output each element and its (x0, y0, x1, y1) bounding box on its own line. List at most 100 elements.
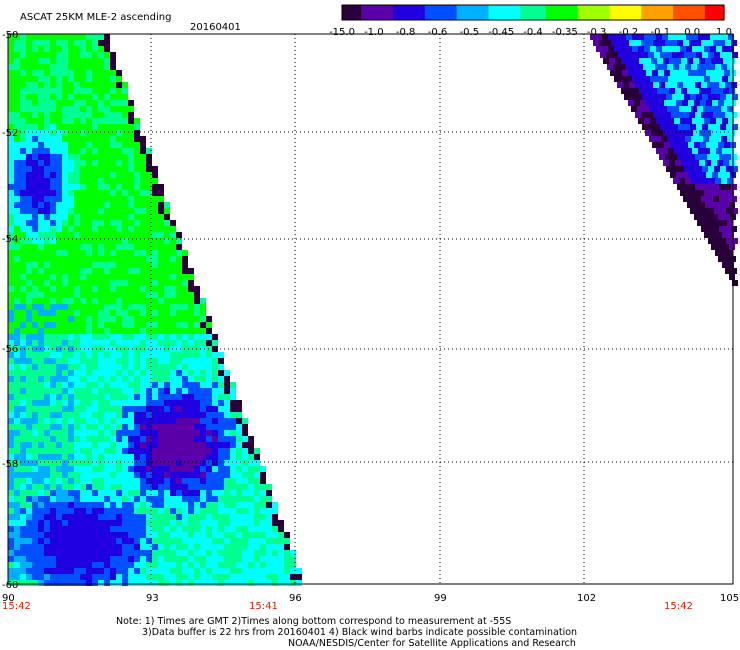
swath-cell (26, 148, 32, 154)
swath-cell (628, 100, 634, 106)
swath-cell (188, 298, 194, 304)
swath-cell (176, 520, 182, 526)
swath-cell (224, 454, 230, 460)
swath-cell (92, 370, 98, 376)
swath-cell (675, 58, 681, 64)
swath-cell (607, 64, 613, 70)
swath-cell (26, 262, 32, 268)
swath-cell (98, 460, 104, 466)
swath-cell (266, 508, 272, 514)
swath-cell (110, 376, 116, 382)
swath-cell (8, 40, 14, 46)
swath-cell (176, 304, 182, 310)
swath-cell (194, 538, 200, 544)
swath-cell (98, 214, 104, 220)
swath-cell (128, 538, 134, 544)
swath-cell (110, 88, 116, 94)
swath-cell (92, 136, 98, 142)
swath-cell (134, 130, 140, 136)
swath-cell (92, 58, 98, 64)
swath-cell (152, 574, 158, 580)
swath-cell (14, 400, 20, 406)
swath-cell (20, 304, 26, 310)
swath-cell (44, 124, 50, 130)
swath-cell (122, 322, 128, 328)
swath-cell (188, 490, 194, 496)
swath-cell (695, 112, 701, 118)
swath-cell (635, 82, 641, 88)
swath-cell (620, 46, 626, 52)
swath-cell (122, 466, 128, 472)
swath-cell (206, 538, 212, 544)
swath-cell (176, 466, 182, 472)
swath-cell (170, 358, 176, 364)
swath-cell (164, 256, 170, 262)
swath-cell (62, 442, 68, 448)
swath-cell (128, 280, 134, 286)
swath-cell (158, 562, 164, 568)
swath-cell (731, 82, 737, 88)
swath-cell (152, 418, 158, 424)
swath-cell (146, 280, 152, 286)
swath-cell (725, 154, 731, 160)
swath-cell (32, 220, 38, 226)
swath-cell (20, 34, 26, 40)
swath-cell (38, 46, 44, 52)
swath-cell (56, 376, 62, 382)
swath-cell (50, 58, 56, 64)
swath-cell (206, 370, 212, 376)
swath-cell (188, 562, 194, 568)
swath-cell (44, 352, 50, 358)
colorbar-label: -0.45 (488, 27, 514, 38)
swath-cell (134, 388, 140, 394)
swath-cell (146, 178, 152, 184)
swath-cell (68, 202, 74, 208)
swath-cell (164, 484, 170, 490)
swath-cell (104, 178, 110, 184)
swath-cell (20, 256, 26, 262)
colorbar-cell (342, 5, 349, 20)
swath-cell (704, 232, 710, 238)
swath-cell (80, 370, 86, 376)
swath-cell (648, 124, 654, 130)
swath-cell (26, 544, 32, 550)
swath-cell (20, 52, 26, 58)
swath-cell (116, 232, 122, 238)
swath-cell (104, 412, 110, 418)
swath-cell (248, 442, 254, 448)
swath-cell (68, 262, 74, 268)
swath-cell (98, 502, 104, 508)
swath-cell (152, 424, 158, 430)
lat-label: -54 (2, 234, 18, 245)
swath-cell (122, 286, 128, 292)
swath-cell (20, 166, 26, 172)
swath-cell (56, 520, 62, 526)
swath-cell (140, 556, 146, 562)
swath-cell (50, 472, 56, 478)
swath-cell (50, 274, 56, 280)
swath-cell (140, 382, 146, 388)
colorbar-cell (533, 5, 540, 20)
swath-cell (666, 94, 672, 100)
swath-cell (8, 454, 14, 460)
swath-cell (116, 424, 122, 430)
swath-cell (686, 34, 692, 40)
swath-cell (68, 418, 74, 424)
swath-cell (236, 568, 242, 574)
swath-cell (26, 94, 32, 100)
swath-cell (682, 70, 688, 76)
swath-cell (68, 448, 74, 454)
swath-cell (260, 574, 266, 580)
swath-cell (110, 322, 116, 328)
swath-cell (140, 532, 146, 538)
swath-cell (38, 244, 44, 250)
swath-cell (710, 118, 716, 124)
swath-cell (62, 514, 68, 520)
swath-cell (146, 478, 152, 484)
swath-cell (224, 424, 230, 430)
swath-cell (152, 520, 158, 526)
swath-cell (92, 490, 98, 496)
swath-cell (206, 574, 212, 580)
swath-cell (694, 70, 700, 76)
swath-cell (62, 196, 68, 202)
